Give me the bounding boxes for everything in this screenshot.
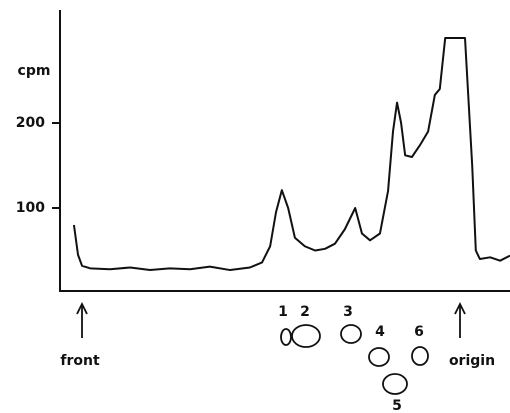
spot [340, 324, 362, 344]
spot [368, 347, 390, 367]
spot [291, 324, 321, 348]
spot [411, 346, 429, 366]
spot-label: 2 [300, 304, 310, 320]
spot [280, 328, 292, 346]
origin-label: origin [449, 353, 495, 369]
origin-arrow [454, 301, 466, 338]
spot-label: 1 [278, 304, 288, 320]
spot-label: 6 [414, 324, 424, 340]
front-arrow [76, 301, 88, 338]
spot [382, 373, 408, 395]
spot-label: 5 [392, 398, 402, 413]
data-line [72, 37, 510, 272]
y-tick-label: 100 [16, 200, 45, 216]
y-tick-label: 200 [16, 115, 45, 131]
spot-label: 3 [343, 304, 353, 320]
front-label: front [60, 353, 100, 369]
y-axis-label: cpm [18, 63, 51, 79]
spot-label: 4 [375, 324, 385, 340]
